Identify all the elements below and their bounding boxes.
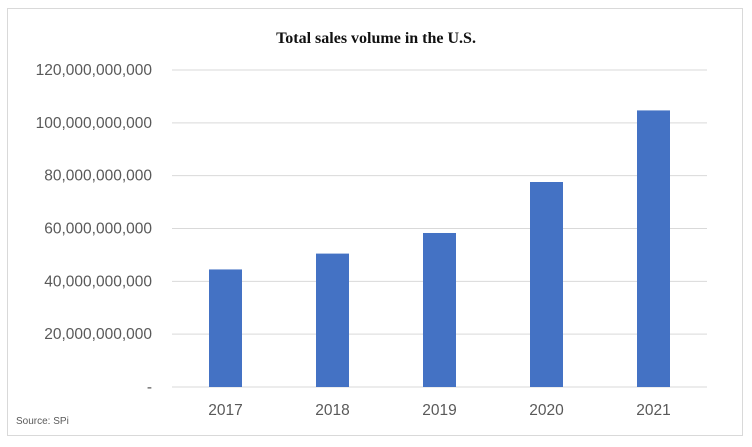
y-axis-ticks: - 20,000,000,000 40,000,000,000 60,000,000,… [36,62,153,396]
bar-2017 [209,269,242,387]
bars [209,110,670,387]
bar-2020 [530,182,563,387]
y-tick-label: 40,000,000,000 [44,273,152,290]
chart-frame [7,8,743,436]
gridlines [172,69,707,388]
y-tick-label: 100,000,000,000 [36,115,153,132]
y-tick-label: 120,000,000,000 [36,62,153,79]
chart-title: Total sales volume in the U.S. [276,30,476,47]
bar-2019 [423,232,456,387]
bar-2021 [637,110,670,387]
y-tick-label: 80,000,000,000 [44,168,152,185]
bar-2018 [316,253,349,387]
x-tick-label: 2018 [315,402,349,419]
x-tick-label: 2021 [636,402,670,419]
y-tick-label: 20,000,000,000 [44,326,152,343]
source-note: Source: SPi [16,416,69,427]
x-tick-label: 2019 [422,402,456,419]
y-tick-label: 60,000,000,000 [44,221,152,238]
x-tick-label: 2020 [529,402,564,419]
y-tick-label: - [147,379,152,396]
x-axis-ticks: 2017 2018 2019 2020 2021 [208,402,670,419]
x-tick-label: 2017 [208,402,242,419]
